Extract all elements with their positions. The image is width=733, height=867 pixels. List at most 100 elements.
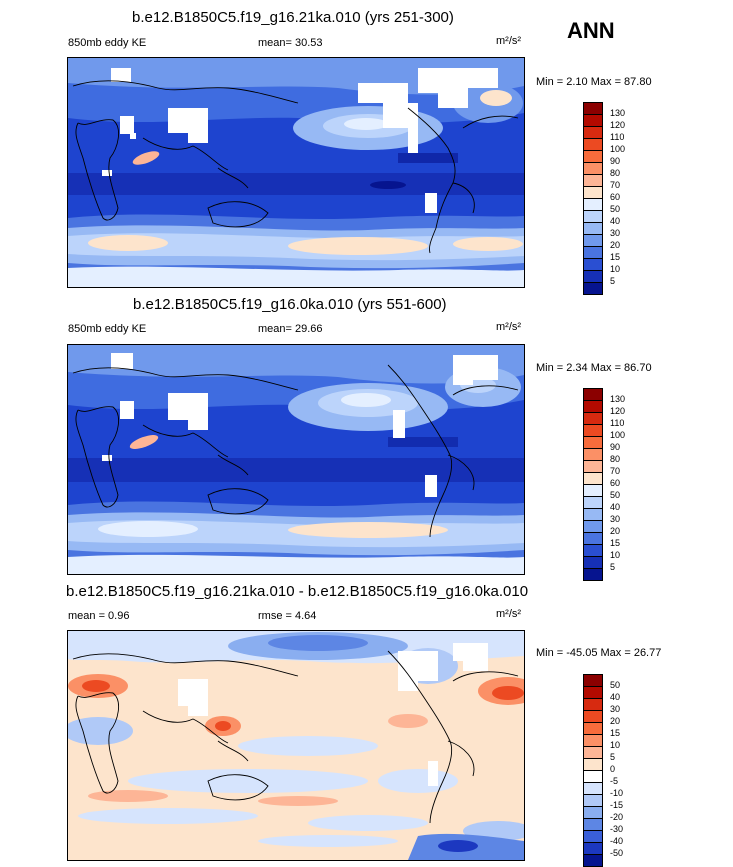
colorbar-box [584,497,602,509]
panel2-minmax: Min = 2.34 Max = 86.70 [536,362,652,374]
colorbar-box [584,235,602,247]
panel3-title: b.e12.B1850C5.f19_g16.21ka.010 - b.e12.B… [66,583,529,600]
colorbar-box [584,199,602,211]
colorbar-tick-label: 70 [610,180,621,190]
panel3-mean-label: mean = 0.96 [68,610,130,622]
colorbar-tick-label: 80 [610,168,621,178]
colorbar-box [584,521,602,533]
colorbar-box [584,485,602,497]
colorbar-tick-label: 100 [610,430,626,440]
colorbar-tick-label: 40 [610,692,621,702]
colorbar-tick-label: 110 [610,418,625,428]
panel2-mean-label: mean= 29.66 [258,323,323,335]
colorbar-box [584,711,602,723]
colorbar-tick-label: 20 [610,716,621,726]
panel3-units-label: m²/s² [496,608,522,620]
colorbar-box [584,413,602,425]
colorbar-box [584,175,602,187]
colorbar-tick-label: 120 [610,120,626,130]
panel1-colorbar [583,102,603,295]
panel1-colorbar-boxes [583,102,603,295]
colorbar-box [584,223,602,235]
colorbar-tick-label: 90 [610,442,621,452]
colorbar-box [584,437,602,449]
colorbar-tick-label: 130 [610,108,626,118]
colorbar-tick-label: 5 [610,752,616,762]
colorbar-tick-label: 15 [610,728,621,738]
panel1-mean-label: mean= 30.53 [258,37,323,49]
colorbar-tick-label: 10 [610,740,621,750]
colorbar-box [584,401,602,413]
colorbar-box [584,389,602,401]
colorbar-box [584,533,602,545]
colorbar-tick-label: 15 [610,538,621,548]
colorbar-tick-label: 40 [610,216,621,226]
colorbar-tick-label: 100 [610,144,626,154]
colorbar-box [584,127,602,139]
colorbar-box [584,247,602,259]
colorbar-tick-label: -10 [610,788,624,798]
colorbar-tick-label: -20 [610,812,624,822]
panel3-colorbar [583,674,603,867]
panel3-minmax: Min = -45.05 Max = 26.77 [536,647,662,659]
colorbar-box [584,187,602,199]
colorbar-box [584,115,602,127]
colorbar-tick-label: 20 [610,240,621,250]
colorbar-tick-label: 30 [610,228,621,238]
colorbar-box [584,819,602,831]
colorbar-tick-label: 40 [610,502,621,512]
colorbar-box [584,699,602,711]
colorbar-box [584,163,602,175]
colorbar-box [584,271,602,283]
colorbar-tick-label: 5 [610,562,616,572]
panel2-variable-label: 850mb eddy KE [68,323,147,335]
colorbar-box [584,735,602,747]
colorbar-box [584,151,602,163]
colorbar-box [584,259,602,271]
panel1-units-label: m²/s² [496,35,522,47]
colorbar-tick-label: 0 [610,764,616,774]
colorbar-tick-label: 50 [610,490,621,500]
panel3-colorbar-boxes [583,674,603,867]
colorbar-tick-label: 110 [610,132,625,142]
colorbar-box [584,723,602,735]
colorbar-box [584,687,602,699]
colorbar-box [584,771,602,783]
panel1-title: b.e12.B1850C5.f19_g16.21ka.010 (yrs 251-… [132,9,454,26]
colorbar-box [584,557,602,569]
panel1-map [67,57,525,288]
colorbar-tick-label: 10 [610,550,621,560]
colorbar-box [584,569,602,580]
colorbar-tick-label: 60 [610,192,621,202]
colorbar-box [584,461,602,473]
season-label: ANN [567,18,615,43]
panel2-colorbar-boxes [583,388,603,581]
colorbar-tick-label: 70 [610,466,621,476]
colorbar-tick-label: 120 [610,406,626,416]
panel1-variable-label: 850mb eddy KE [68,37,147,49]
panel3-map [67,630,525,861]
panel2-colorbar [583,388,603,581]
colorbar-tick-label: 80 [610,454,621,464]
panel3-rmse-label: rmse = 4.64 [258,610,317,622]
colorbar-tick-label: 50 [610,680,621,690]
colorbar-box [584,831,602,843]
colorbar-box [584,675,602,687]
colorbar-tick-label: 50 [610,204,621,214]
colorbar-tick-label: 90 [610,156,621,166]
colorbar-tick-label: 60 [610,478,621,488]
colorbar-box [584,855,602,866]
panel2-title: b.e12.B1850C5.f19_g16.0ka.010 (yrs 551-6… [133,296,447,313]
colorbar-box [584,283,602,294]
colorbar-tick-label: -50 [610,848,624,858]
colorbar-tick-label: -5 [610,776,619,786]
colorbar-box [584,747,602,759]
colorbar-box [584,211,602,223]
colorbar-tick-label: 20 [610,526,621,536]
colorbar-tick-label: 5 [610,276,616,286]
colorbar-tick-label: 30 [610,704,621,714]
colorbar-box [584,473,602,485]
colorbar-box [584,795,602,807]
colorbar-tick-label: -30 [610,824,624,834]
colorbar-tick-label: 15 [610,252,621,262]
